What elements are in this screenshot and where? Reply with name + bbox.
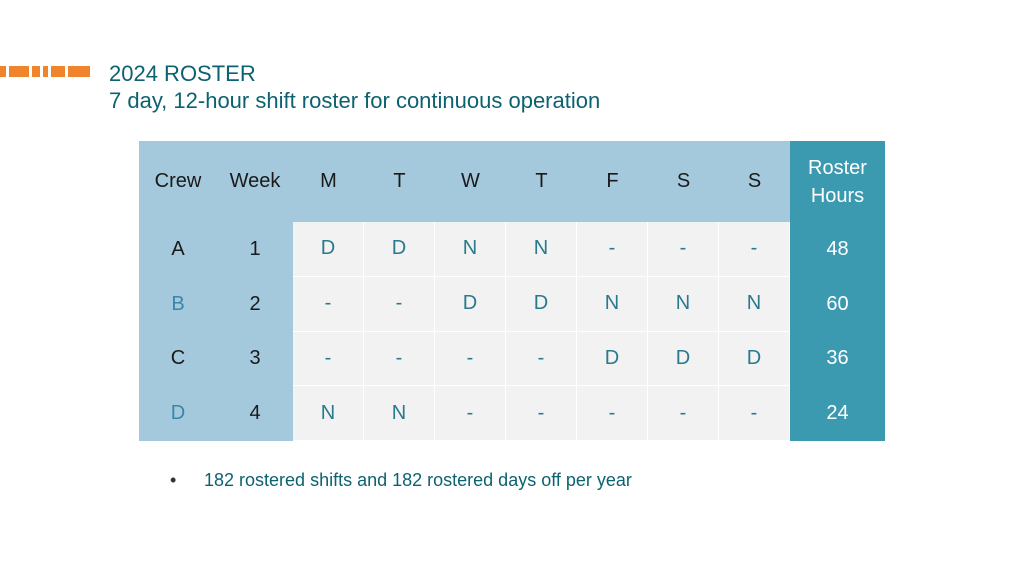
column-header-week: Week	[217, 141, 293, 222]
week-cell: 3	[217, 331, 293, 387]
accent-block	[0, 66, 6, 77]
shift-cell: D	[506, 276, 577, 332]
slide-title-block: 2024 ROSTER 7 day, 12-hour shift roster …	[109, 60, 600, 114]
bullet-marker: •	[170, 470, 177, 490]
week-cell: 4	[217, 386, 293, 441]
shift-cell: D	[293, 222, 364, 277]
shift-cell: N	[293, 386, 364, 441]
crew-cell: C	[139, 331, 217, 387]
week-cell: 2	[217, 276, 293, 332]
crew-cell: D	[139, 386, 217, 441]
shift-cell: -	[506, 386, 577, 441]
column-header-roster-hours: Roster Hours	[790, 141, 885, 222]
shift-cell: N	[506, 222, 577, 277]
bullet-text: 182 rostered shifts and 182 rostered day…	[204, 470, 632, 490]
roster-table: Crew Week M T W T F S S Roster Hours A 1…	[139, 141, 885, 441]
shift-cell: D	[364, 222, 435, 277]
column-header-crew: Crew	[139, 141, 217, 222]
table-row: A 1 D D N N - - - 48	[139, 222, 885, 277]
slide-subtitle: 7 day, 12-hour shift roster for continuo…	[109, 88, 601, 113]
shift-cell: -	[577, 386, 648, 441]
column-header-day: T	[364, 141, 435, 222]
shift-cell: -	[364, 276, 435, 332]
shift-cell: -	[293, 276, 364, 332]
column-header-day: S	[719, 141, 790, 222]
shift-cell: -	[364, 331, 435, 387]
shift-cell: -	[648, 222, 719, 277]
shift-cell: N	[577, 276, 648, 332]
shift-cell: -	[435, 331, 506, 387]
shift-cell: N	[648, 276, 719, 332]
crew-cell: A	[139, 222, 217, 277]
roster-hours-cell: 60	[790, 276, 885, 332]
bullet-note: • 182 rostered shifts and 182 rostered da…	[170, 470, 632, 491]
accent-bar-decoration	[0, 66, 93, 77]
accent-block	[9, 66, 29, 77]
roster-hours-cell: 48	[790, 222, 885, 277]
crew-cell: B	[139, 276, 217, 332]
table-row: D 4 N N - - - - - 24	[139, 386, 885, 441]
roster-hours-label-line2: Hours	[810, 184, 865, 207]
shift-cell: -	[648, 386, 719, 441]
column-header-day: S	[648, 141, 719, 222]
shift-cell: -	[435, 386, 506, 441]
roster-hours-label-line1: Roster	[808, 156, 867, 179]
shift-cell: D	[435, 276, 506, 332]
shift-cell: D	[577, 331, 648, 387]
shift-cell: D	[648, 331, 719, 387]
accent-block	[51, 66, 65, 77]
shift-cell: -	[293, 331, 364, 387]
accent-block	[68, 66, 90, 77]
table-row: C 3 - - - - D D D 36	[139, 331, 885, 387]
column-header-day: M	[293, 141, 364, 222]
shift-cell: N	[435, 222, 506, 277]
shift-cell: N	[719, 276, 790, 332]
column-header-day: W	[435, 141, 506, 222]
accent-block	[32, 66, 40, 77]
roster-hours-cell: 24	[790, 386, 885, 441]
shift-cell: -	[719, 222, 790, 277]
slide-title: 2024 ROSTER	[109, 61, 256, 86]
shift-cell: -	[719, 386, 790, 441]
column-header-day: F	[577, 141, 648, 222]
roster-hours-cell: 36	[790, 331, 885, 387]
table-header-row: Crew Week M T W T F S S Roster Hours	[139, 141, 885, 222]
shift-cell: -	[506, 331, 577, 387]
shift-cell: -	[577, 222, 648, 277]
table-row: B 2 - - D D N N N 60	[139, 276, 885, 332]
shift-cell: N	[364, 386, 435, 441]
shift-cell: D	[719, 331, 790, 387]
column-header-day: T	[506, 141, 577, 222]
accent-block	[43, 66, 48, 77]
week-cell: 1	[217, 222, 293, 277]
